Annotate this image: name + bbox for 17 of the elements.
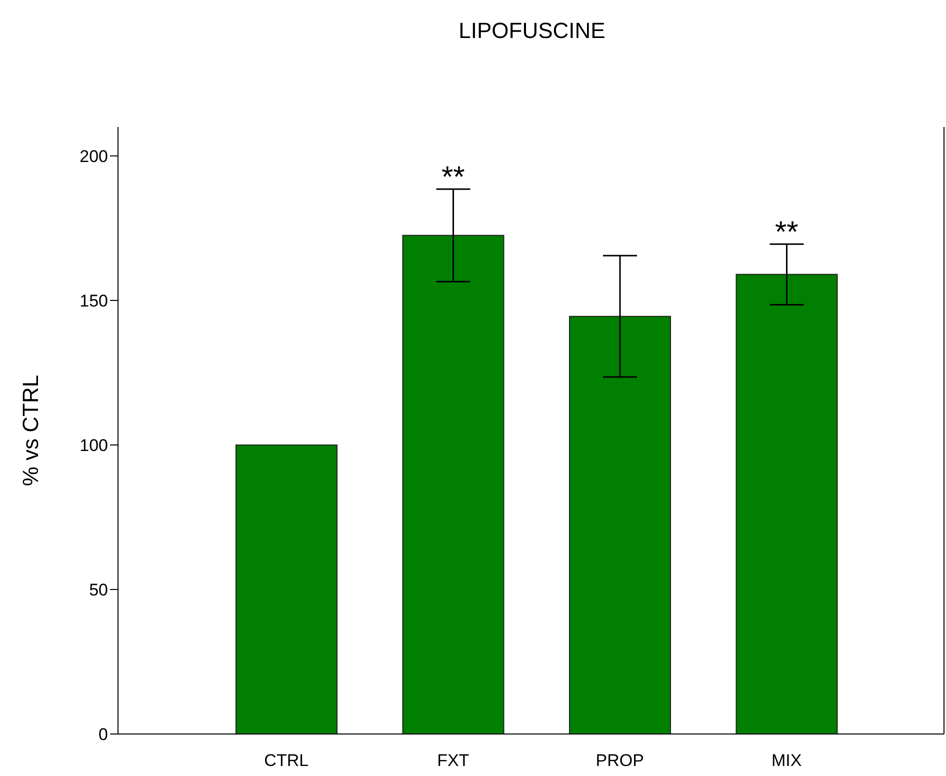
x-tick-label: PROP bbox=[596, 751, 644, 770]
bar bbox=[236, 444, 338, 734]
y-tick-label: 200 bbox=[80, 146, 108, 166]
y-tick-label: 0 bbox=[98, 725, 108, 744]
annotation: ** bbox=[774, 216, 799, 250]
y-tick-label: 100 bbox=[80, 436, 108, 455]
y-tick-label: 150 bbox=[80, 291, 108, 310]
x-tick-label: MIX bbox=[772, 751, 802, 770]
y-tick-label: 50 bbox=[89, 580, 108, 600]
bar bbox=[569, 316, 671, 734]
x-tick-label: FXT bbox=[437, 751, 470, 770]
bar bbox=[736, 274, 838, 734]
bar bbox=[402, 234, 504, 734]
y-axis-title: % vs CTRL bbox=[18, 374, 43, 486]
x-tick-label: CTRL bbox=[264, 751, 309, 770]
chart-title: LIPOFUSCINE bbox=[458, 18, 606, 44]
annotation: ** bbox=[441, 161, 466, 194]
